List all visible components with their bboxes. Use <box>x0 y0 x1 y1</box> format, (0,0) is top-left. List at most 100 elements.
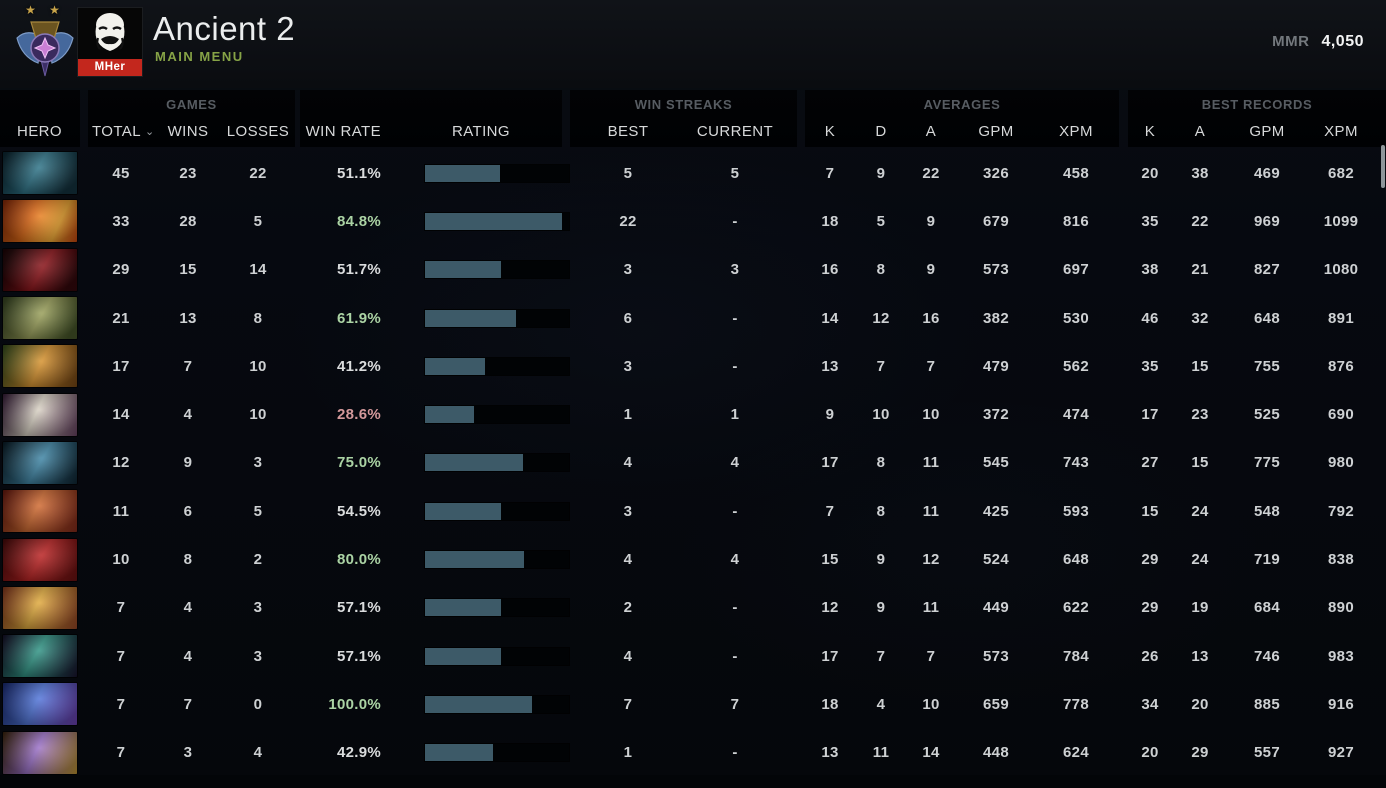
record-gpm-value: 969 <box>1254 212 1280 230</box>
table-row[interactable]: 17 7 10 41.2% 3 - 13 7 7 479 562 35 15 7… <box>0 342 1386 390</box>
rating-bar <box>425 599 569 617</box>
rating-bar-fill <box>425 551 525 569</box>
table-row[interactable]: 7 4 3 57.1% 4 - 17 7 7 573 784 26 13 746… <box>0 632 1386 680</box>
table-row[interactable]: 45 23 22 51.1% 5 5 7 9 22 326 458 20 38 … <box>0 149 1386 197</box>
record-kills-value: 15 <box>1141 502 1159 520</box>
monkey-king-icon[interactable] <box>3 345 77 388</box>
legion-commander-icon[interactable] <box>3 586 77 629</box>
record-kills-value: 26 <box>1141 647 1159 665</box>
avg-xpm-value: 816 <box>1063 212 1089 230</box>
col-header-record-assists[interactable]: A <box>1194 123 1206 140</box>
footer-strip <box>0 775 1386 788</box>
wins-value: 15 <box>179 261 197 279</box>
col-header-win-rate[interactable]: WIN RATE <box>305 123 381 140</box>
table-row[interactable]: 33 28 5 84.8% 22 - 18 5 9 679 816 35 22 … <box>0 197 1386 245</box>
total-games-value: 11 <box>112 502 130 520</box>
col-header-avg-kills[interactable]: K <box>824 123 836 140</box>
streak-current-value: - <box>732 212 738 230</box>
averages-header-panel <box>805 90 1119 147</box>
avg-deaths-value: 7 <box>876 357 886 375</box>
table-header: GAMES WIN STREAKS AVERAGES BEST RECORDS … <box>0 90 1386 147</box>
avg-gpm-value: 382 <box>983 309 1009 327</box>
win-rate-value: 51.7% <box>336 261 381 279</box>
total-games-value: 12 <box>112 454 130 472</box>
record-assists-value: 20 <box>1191 695 1209 713</box>
puck-icon[interactable] <box>3 683 77 726</box>
table-row[interactable]: 21 13 8 61.9% 6 - 14 12 16 382 530 46 32… <box>0 294 1386 342</box>
avg-assists-value: 22 <box>922 164 940 182</box>
record-assists-value: 32 <box>1191 309 1209 327</box>
losses-value: 10 <box>249 406 267 424</box>
wins-value: 7 <box>183 695 193 713</box>
avg-xpm-value: 474 <box>1063 406 1089 424</box>
col-header-avg-xpm[interactable]: XPM <box>1059 123 1093 140</box>
table-row[interactable]: 29 15 14 51.7% 3 3 16 8 9 573 697 38 21 … <box>0 246 1386 294</box>
wins-value: 8 <box>183 551 193 569</box>
col-header-streak-best[interactable]: BEST <box>607 123 649 140</box>
lina-icon[interactable] <box>3 200 77 243</box>
spirit-breaker-icon[interactable] <box>3 152 77 195</box>
win-rate-value: 57.1% <box>336 599 381 617</box>
invoker-icon[interactable] <box>3 393 77 436</box>
total-games-value: 7 <box>116 647 126 665</box>
record-gpm-value: 775 <box>1254 454 1280 472</box>
avg-kills-value: 13 <box>821 357 839 375</box>
col-header-total[interactable]: TOTAL ⌄ <box>92 123 154 140</box>
record-assists-value: 21 <box>1191 261 1209 279</box>
losses-value: 3 <box>253 647 263 665</box>
col-header-avg-assists[interactable]: A <box>925 123 937 140</box>
total-games-value: 7 <box>116 744 126 762</box>
bloodseeker-icon[interactable] <box>3 538 77 581</box>
avg-assists-value: 10 <box>922 695 940 713</box>
losses-value: 14 <box>249 261 267 279</box>
record-gpm-value: 557 <box>1254 744 1280 762</box>
avg-kills-value: 14 <box>821 309 839 327</box>
avg-kills-value: 17 <box>821 454 839 472</box>
col-header-streak-current[interactable]: CURRENT <box>696 123 774 140</box>
shadow-fiend-icon[interactable] <box>3 248 77 291</box>
group-label-best-records: BEST RECORDS <box>1201 97 1313 112</box>
table-row[interactable]: 14 4 10 28.6% 1 1 9 10 10 372 474 17 23 … <box>0 390 1386 438</box>
table-row[interactable]: 12 9 3 75.0% 4 4 17 8 11 545 743 27 15 7… <box>0 439 1386 487</box>
table-row[interactable]: 7 4 3 57.1% 2 - 12 9 11 449 622 29 19 68… <box>0 584 1386 632</box>
avg-assists-value: 11 <box>922 454 940 472</box>
record-gpm-value: 885 <box>1254 695 1280 713</box>
record-kills-value: 46 <box>1141 309 1159 327</box>
phantom-assassin-icon[interactable] <box>3 441 77 484</box>
total-games-value: 7 <box>116 599 126 617</box>
troll-warlord-icon[interactable] <box>3 490 77 533</box>
avg-gpm-value: 326 <box>983 164 1009 182</box>
scrollbar-thumb[interactable] <box>1381 145 1385 188</box>
table-row[interactable]: 7 7 0 100.0% 7 7 18 4 10 659 778 34 20 8… <box>0 680 1386 728</box>
col-header-avg-deaths[interactable]: D <box>875 123 887 140</box>
col-header-wins[interactable]: WINS <box>167 123 209 140</box>
col-header-record-gpm[interactable]: GPM <box>1249 123 1285 140</box>
col-header-record-xpm[interactable]: XPM <box>1324 123 1358 140</box>
outworld-destroyer-icon[interactable] <box>3 635 77 678</box>
table-row[interactable]: 7 3 4 42.9% 1 - 13 11 14 448 624 20 29 5… <box>0 729 1386 777</box>
col-header-avg-gpm[interactable]: GPM <box>978 123 1014 140</box>
avg-gpm-value: 449 <box>983 599 1009 617</box>
col-header-losses[interactable]: LOSSES <box>226 123 290 140</box>
rank-medal-icon: ★ ★ <box>10 2 80 86</box>
rating-bar-fill <box>425 599 502 617</box>
losses-value: 8 <box>253 309 263 327</box>
col-header-rating[interactable]: RATING <box>452 123 510 140</box>
avg-xpm-value: 458 <box>1063 164 1089 182</box>
streak-current-value: 3 <box>730 261 740 279</box>
pudge-icon[interactable] <box>3 297 77 340</box>
win-rate-value: 42.9% <box>336 744 381 762</box>
avatar-face-icon <box>78 8 142 59</box>
alchemist-icon[interactable] <box>3 731 77 774</box>
wins-value: 23 <box>179 164 197 182</box>
avg-xpm-value: 648 <box>1063 551 1089 569</box>
table-row[interactable]: 11 6 5 54.5% 3 - 7 8 11 425 593 15 24 54… <box>0 487 1386 535</box>
table-row[interactable]: 10 8 2 80.0% 4 4 15 9 12 524 648 29 24 7… <box>0 535 1386 583</box>
avg-deaths-value: 9 <box>876 164 886 182</box>
rating-bar <box>425 164 569 182</box>
avg-kills-value: 17 <box>821 647 839 665</box>
col-header-record-kills[interactable]: K <box>1144 123 1156 140</box>
record-xpm-value: 916 <box>1328 695 1354 713</box>
profile-block[interactable]: ★ ★ <box>0 0 420 88</box>
